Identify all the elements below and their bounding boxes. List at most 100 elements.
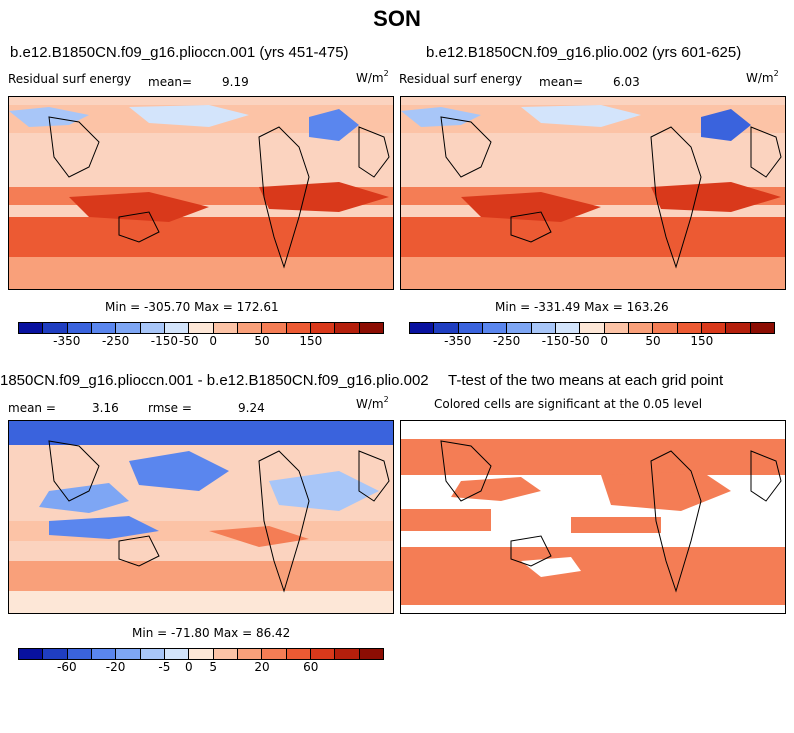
panel1-colorbar-ticks: -350 -250 -150 -50 0 50 150 [18,334,384,350]
panel2-units: W/m2 [746,69,779,85]
panel1-colorbar-swatch-11 [286,323,311,333]
panel3-colorbar-swatch-14 [359,649,383,659]
panel3-colorbar-swatch-6 [164,649,190,659]
panel2-mean-label: mean= [539,75,584,89]
panel3-colorbar-swatch-7 [189,649,214,659]
panel3-colorbar-swatch-11 [286,649,311,659]
panel4-subtitle: Colored cells are significant at the 0.0… [434,397,703,411]
panel2-colorbar-swatch-4 [507,323,532,333]
panel3-colorbar-tick-label: 60 [303,660,319,674]
panel1-colorbar-tick-label: 150 [299,334,323,348]
figure-title: SON [373,6,421,31]
panel1-colorbar-swatch-0 [19,323,44,333]
panel3-rmse-value: 9.24 [238,401,265,415]
panel1-colorbar-swatch-3 [91,323,117,333]
panel3-colorbar-swatch-3 [91,649,117,659]
panel3-colorbar-ticks: -60 -20 -5 0 5 20 60 [18,660,384,676]
panel1-colorbar-swatches [18,322,384,334]
panel1-minmax: Min = -305.70 Max = 172.61 [105,300,279,314]
panel3-rmse-label: rmse = [148,401,192,415]
panel3-colorbar-tick-label: 5 [209,660,218,674]
panel2-colorbar-ticks: -350 -250 -150 -50 0 50 150 [409,334,775,350]
panel2-minmax: Min = -331.49 Max = 163.26 [495,300,669,314]
panel2-colorbar [409,322,775,334]
panel2-colorbar-swatch-2 [458,323,483,333]
panel2-colorbar-swatch-6 [555,323,581,333]
panel2-colorbar-tick-label: 0 [600,334,609,348]
panel2-colorbar-swatch-9 [628,323,654,333]
panel1-colorbar-tick-label: -150 [150,334,179,348]
panel4-map-svg [401,421,785,613]
panel1-colorbar-swatch-10 [262,323,287,333]
panel2-colorbar-swatch-10 [653,323,678,333]
panel3-colorbar [18,648,384,660]
panel2-colorbar-swatch-5 [531,323,556,333]
panel2-map-svg [401,97,785,289]
panel1-colorbar-swatch-9 [237,323,263,333]
panel3-colorbar-swatches [18,648,384,660]
panel2-map [400,96,786,290]
panel2-colorbar-swatch-12 [701,323,727,333]
panel2-colorbar-swatch-8 [604,323,629,333]
panel1-colorbar-swatch-13 [335,323,360,333]
panel3-colorbar-swatch-10 [262,649,287,659]
panel3-colorbar-tick-label: -5 [158,660,171,674]
panel2-title: b.e12.B1850CN.f09_g16.plio.002 (yrs 601-… [426,44,742,61]
panel3-map-svg [9,421,393,613]
panel1-colorbar-swatch-4 [116,323,141,333]
panel2-variable: Residual surf energy [399,72,523,86]
panel2-colorbar-swatch-7 [580,323,605,333]
panel1-colorbar-tick-label: -50 [178,334,199,348]
panel1-colorbar-tick-label: 0 [209,334,218,348]
panel1-colorbar-swatch-8 [213,323,238,333]
panel1-units: W/m2 [356,69,389,85]
panel4-map [400,420,786,614]
panel1-title: b.e12.B1850CN.f09_g16.plioccn.001 (yrs 4… [10,44,349,61]
panel1-colorbar-swatch-7 [189,323,214,333]
panel2-colorbar-tick-label: -150 [541,334,570,348]
panel1-mean-value: 9.19 [222,75,249,89]
panel2-colorbar-swatches [409,322,775,334]
panel2-colorbar-tick-label: 50 [645,334,661,348]
panel3-colorbar-swatch-0 [19,649,44,659]
panel3-colorbar-swatch-1 [43,649,68,659]
panel3-title: 1850CN.f09_g16.plioccn.001 - b.e12.B1850… [0,372,429,389]
panel2-colorbar-swatch-11 [677,323,702,333]
panel3-colorbar-swatch-2 [67,649,92,659]
panel1-variable: Residual surf energy [8,72,132,86]
panel4-title: T-test of the two means at each grid poi… [448,372,724,389]
panel3-colorbar-swatch-9 [237,649,263,659]
panel3-map [8,420,394,614]
panel1-colorbar-tick-label: -350 [53,334,81,348]
panel2-colorbar-swatch-1 [434,323,459,333]
panel3-mean-value: 3.16 [92,401,119,415]
panel2-colorbar-tick-label: 150 [690,334,714,348]
panel1-colorbar-swatch-5 [140,323,165,333]
panel3-colorbar-swatch-13 [335,649,360,659]
panel2-colorbar-tick-label: -50 [569,334,590,348]
panel3-colorbar-swatch-12 [310,649,336,659]
panel2-colorbar-swatch-3 [482,323,508,333]
panel1-colorbar-swatch-14 [359,323,383,333]
panel1-colorbar [18,322,384,334]
panel2-colorbar-tick-label: -250 [492,334,521,348]
panel3-colorbar-tick-label: -60 [56,660,77,674]
panel3-colorbar-swatch-8 [213,649,238,659]
panel3-units: W/m2 [356,395,389,411]
panel3-colorbar-swatch-5 [140,649,165,659]
panel3-minmax: Min = -71.80 Max = 86.42 [132,626,291,640]
panel1-colorbar-tick-label: -250 [101,334,130,348]
panel1-colorbar-swatch-1 [43,323,68,333]
panel2-colorbar-swatch-13 [726,323,751,333]
panel1-colorbar-swatch-6 [164,323,190,333]
panel3-colorbar-swatch-4 [116,649,141,659]
panel1-colorbar-swatch-2 [67,323,92,333]
panel2-colorbar-swatch-14 [750,323,774,333]
panel2-mean-value: 6.03 [613,75,640,89]
panel1-map [8,96,394,290]
panel3-colorbar-tick-label: 0 [184,660,193,674]
panel1-colorbar-swatch-12 [310,323,336,333]
panel1-mean-label: mean= [148,75,193,89]
panel2-colorbar-tick-label: -350 [444,334,472,348]
panel2-colorbar-swatch-0 [410,323,435,333]
